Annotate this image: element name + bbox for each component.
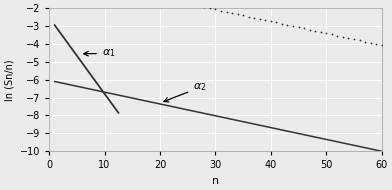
- Y-axis label: ln (Sn/n): ln (Sn/n): [4, 59, 14, 101]
- X-axis label: n: n: [212, 176, 219, 186]
- Text: $\alpha_2$: $\alpha_2$: [164, 82, 207, 102]
- Text: $\alpha_1$: $\alpha_1$: [84, 48, 115, 59]
